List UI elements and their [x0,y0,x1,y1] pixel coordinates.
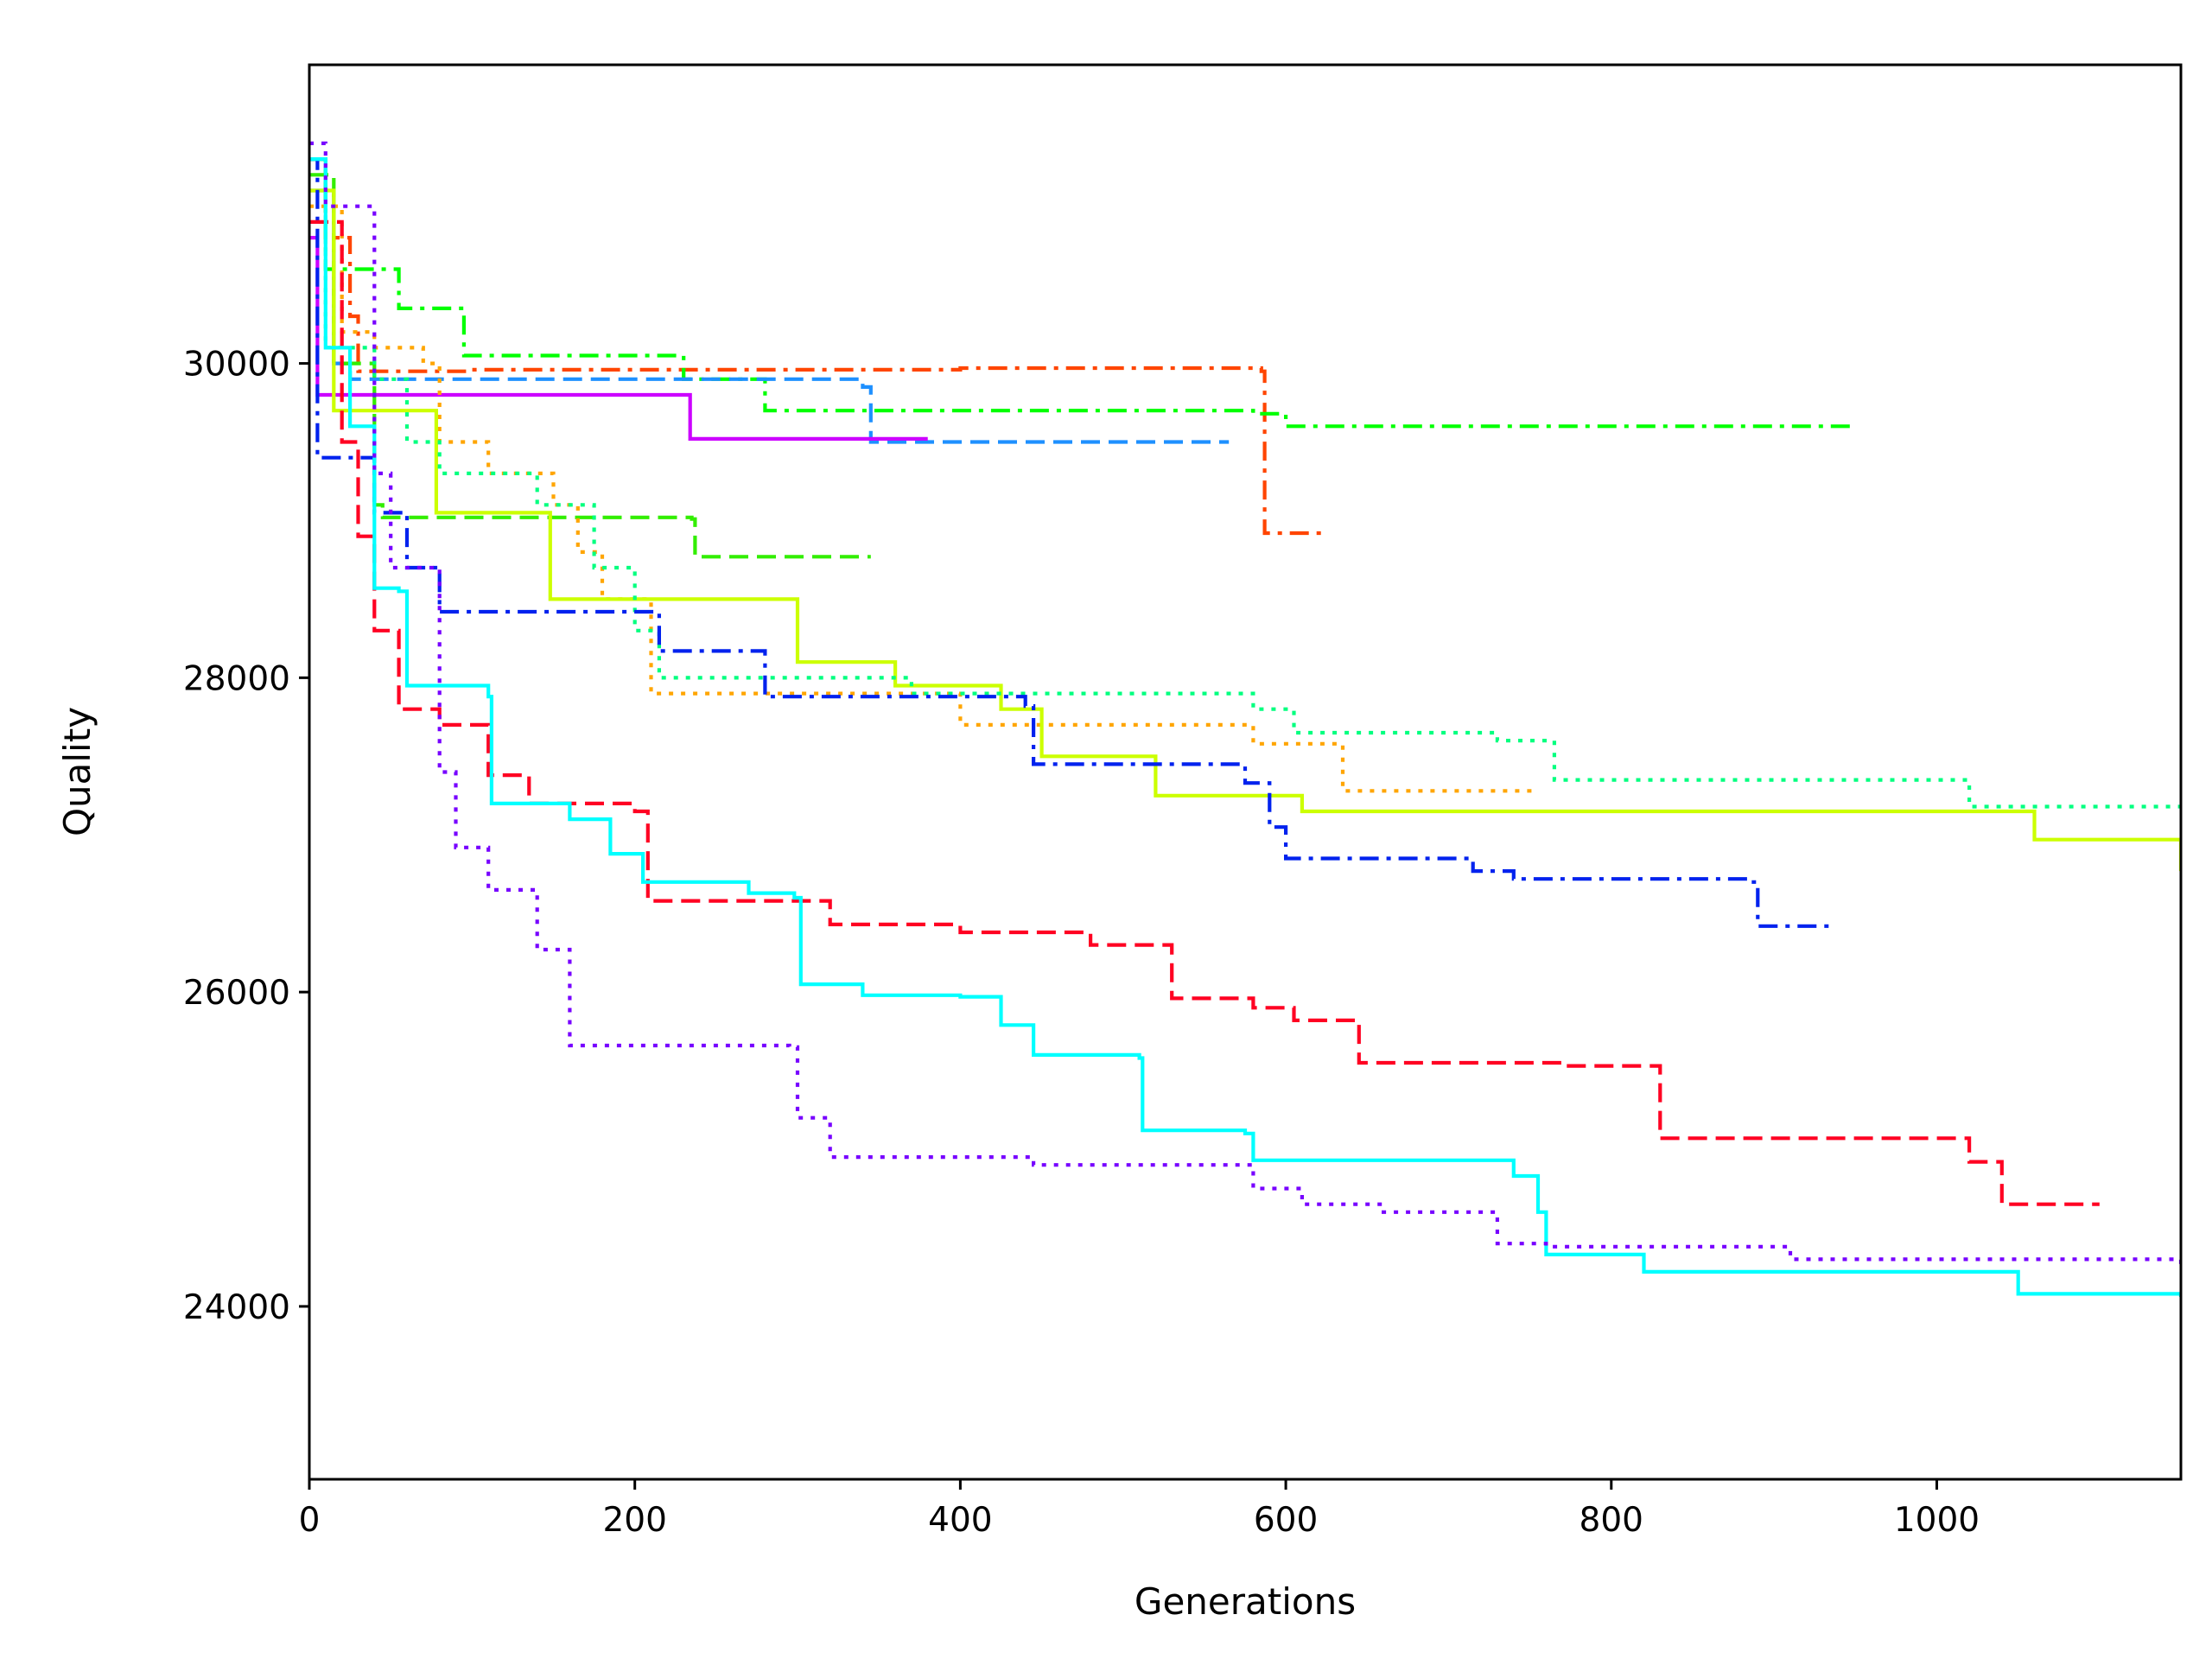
plot-frame [308,63,2183,1481]
series-line-1 [309,157,1327,536]
y-axis: 24000 26000 28000 30000 [183,346,309,1327]
series-line-10 [309,219,2100,1206]
x-tick-label: 800 [1580,1501,1643,1540]
series-line-3 [309,188,1230,444]
y-tick-label: 28000 [183,659,290,698]
series-line-6 [309,204,1538,793]
series-line-9 [309,157,1832,928]
x-axis-label: Generations [1135,1580,1356,1623]
x-tick-label: 1000 [1894,1501,1980,1540]
series-line-5 [309,173,871,559]
series-line-2 [309,157,1856,429]
series-line-12 [309,141,2181,1268]
y-tick-label: 30000 [183,346,290,385]
x-axis: 0 200 400 600 800 1000 [299,1479,1980,1540]
x-tick-label: 0 [299,1501,321,1540]
x-tick-label: 600 [1254,1501,1318,1540]
y-tick-label: 24000 [183,1288,290,1327]
series-line-4 [309,236,928,441]
series-line-8 [309,157,2181,810]
x-tick-label: 400 [928,1501,992,1540]
x-tick-label: 200 [602,1501,666,1540]
y-axis-label: Quality [56,707,99,836]
y-tick-label: 26000 [183,974,290,1013]
series-line-11 [309,157,2181,1297]
series-layer [309,141,2181,1297]
series-line-7 [309,188,2181,872]
